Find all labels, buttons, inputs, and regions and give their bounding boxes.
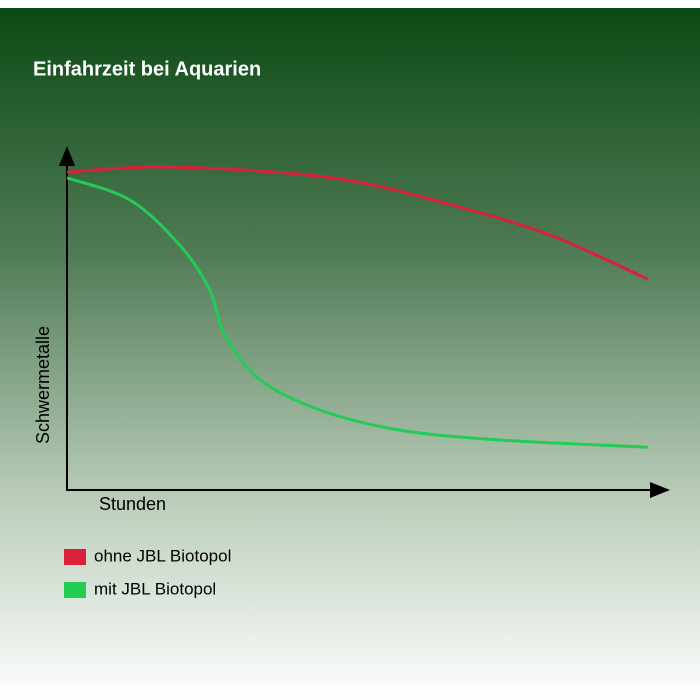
legend-swatch [64,582,86,598]
legend-label: ohne JBL Biotopol [94,546,231,565]
data-line [66,176,648,449]
plot [66,165,649,449]
data-line [66,165,649,281]
x-axis-label: Stunden [99,494,166,514]
legend-swatch [64,549,86,565]
chart-title: Einfahrzeit bei Aquarien [33,58,261,80]
legend: ohne JBL Biotopol mit JBL Biotopol [64,546,231,598]
y-axis-label: Schwermetalle [33,326,53,444]
legend-label: mit JBL Biotopol [94,579,216,598]
background [0,8,700,700]
